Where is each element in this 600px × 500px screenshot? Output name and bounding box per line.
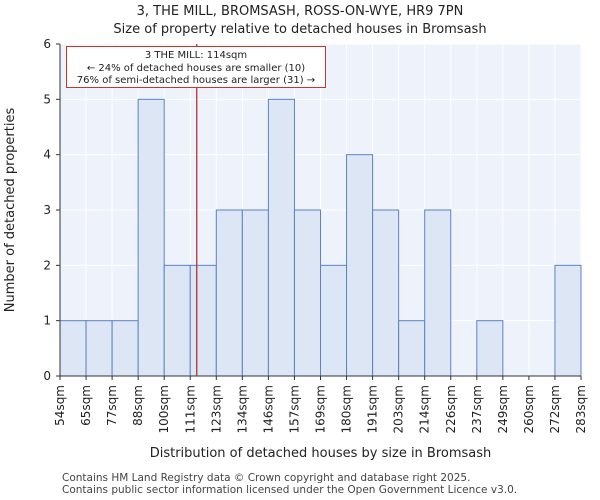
x-tick-label: 77sqm [105, 385, 119, 426]
footer-licence: Contains public sector information licen… [62, 484, 518, 496]
x-tick-label: 100sqm [157, 385, 171, 433]
footer-copyright: Contains HM Land Registry data © Crown c… [62, 472, 471, 484]
histogram-bar [398, 320, 426, 377]
x-tick-label: 111sqm [183, 385, 197, 433]
histogram-bar [476, 320, 504, 377]
x-tick-label: 283sqm [574, 385, 588, 433]
x-tick-label: 54sqm [53, 385, 67, 426]
x-tick-label: 65sqm [79, 385, 93, 426]
histogram-bar [163, 264, 191, 377]
histogram-bar [293, 209, 322, 377]
x-axis-label: Distribution of detached houses by size … [150, 446, 492, 461]
x-tick-label: 272sqm [548, 385, 562, 433]
y-tick-label: 1 [43, 314, 51, 328]
y-tick-label: 6 [43, 37, 51, 51]
histogram-bar [424, 209, 452, 377]
histogram-bar [59, 320, 87, 377]
y-tick-label: 3 [43, 203, 51, 217]
x-tick-label: 169sqm [314, 385, 328, 433]
annotation-line-3: 76% of semi-detached houses are larger (… [76, 75, 316, 86]
histogram-bar [189, 264, 217, 377]
histogram-bar [111, 320, 139, 377]
histogram-bar [85, 320, 113, 377]
x-tick-label: 226sqm [444, 385, 458, 433]
histogram-bar [241, 209, 269, 377]
x-tick-label: 123sqm [209, 385, 223, 433]
histogram-bar [267, 98, 295, 377]
x-tick-label: 157sqm [287, 385, 301, 433]
annotation-line-2: ← 24% of detached houses are smaller (10… [86, 62, 306, 74]
histogram-bar [372, 209, 400, 377]
property-annotation-box: 3 THE MILL: 114sqm ← 24% of detached hou… [66, 46, 326, 88]
x-tick-label: 134sqm [235, 385, 249, 433]
y-tick-label: 5 [43, 92, 51, 106]
y-tick-label: 0 [43, 369, 51, 383]
histogram-bar [346, 154, 374, 377]
annotation-line-1: 3 THE MILL: 114sqm [144, 50, 248, 61]
x-tick-label: 88sqm [131, 385, 145, 426]
x-tick-label: 260sqm [522, 385, 536, 433]
x-tick-label: 180sqm [340, 385, 354, 433]
y-axis-label: Number of detached properties [3, 108, 18, 313]
y-tick-label: 2 [43, 258, 51, 272]
histogram-bar [554, 264, 582, 377]
x-tick-label: 214sqm [418, 385, 432, 433]
chart-subtitle: Size of property relative to detached ho… [113, 22, 487, 37]
y-tick-label: 4 [43, 148, 51, 162]
histogram-bar [320, 264, 348, 377]
x-tick-label: 203sqm [392, 385, 406, 433]
histogram-bar [137, 98, 165, 377]
chart-title: 3, THE MILL, BROMSASH, ROSS-ON-WYE, HR9 … [136, 4, 464, 19]
x-tick-label: 237sqm [470, 385, 484, 433]
histogram-bar [215, 209, 243, 377]
x-tick-label: 146sqm [261, 385, 275, 433]
x-tick-label: 191sqm [366, 385, 380, 433]
x-tick-label: 249sqm [496, 385, 510, 433]
